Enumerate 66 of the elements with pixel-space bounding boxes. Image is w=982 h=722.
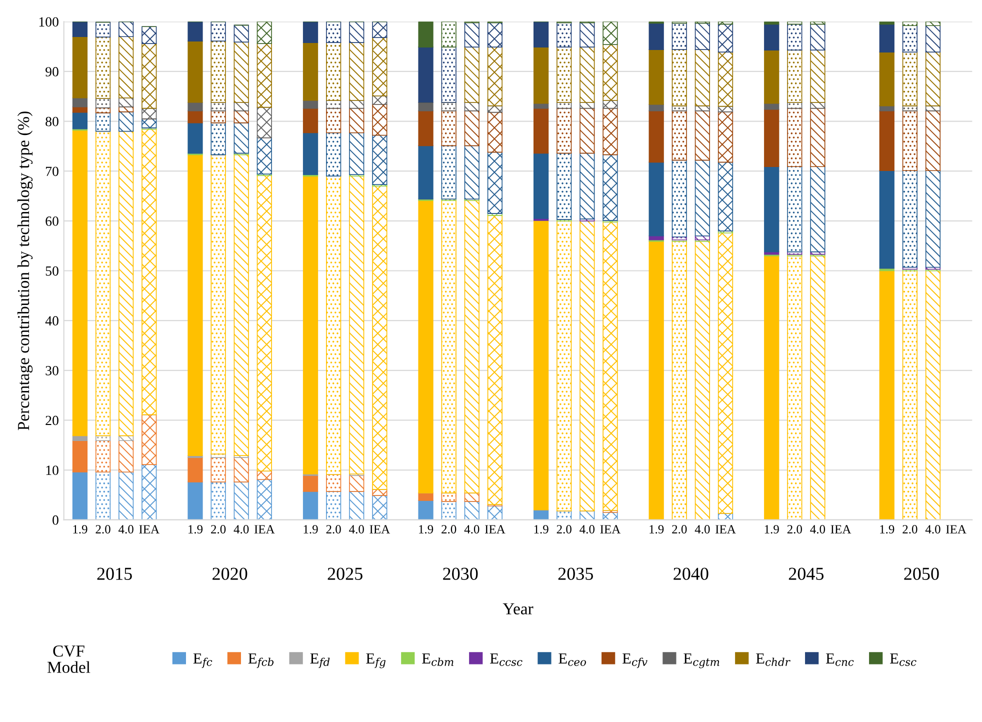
x-tick-label: IEA xyxy=(600,525,621,534)
y-tick-label: 20 xyxy=(46,416,58,426)
text: 2050 xyxy=(904,568,939,580)
y-tick-label: 0 xyxy=(52,515,58,525)
x-tick-label: 2.0 xyxy=(442,525,456,534)
y-tick-label: 50 xyxy=(46,266,58,276)
legend-label: E$_{chdr}$ xyxy=(756,653,790,666)
legend-label: E$_{fc}$ xyxy=(193,653,212,668)
x-tick-label: IEA xyxy=(716,525,736,534)
x-tick-label: 4.0 xyxy=(234,525,249,534)
x-tick-label: 2.0 xyxy=(556,525,572,534)
text: 2030 xyxy=(443,568,478,580)
x-tick-label: IEA xyxy=(139,525,160,534)
legend-label: E$_{ceo}$ xyxy=(558,653,586,666)
x-tick-label: 2.0 xyxy=(672,525,687,534)
legend-label: E$_{cnc}$ xyxy=(826,653,854,666)
y-tick-label: 40 xyxy=(45,316,58,326)
legend-title: CVF Model xyxy=(47,645,90,673)
x-tick-label: 4.0 xyxy=(925,525,940,534)
y-tick-label: 90 xyxy=(46,67,58,76)
y-tick-label: 70 xyxy=(46,166,58,176)
legend-label: E$_{fg}$ xyxy=(366,653,386,668)
y-tick-label: 60 xyxy=(46,216,58,226)
x-tick-label: 1.9 xyxy=(304,525,318,534)
x-tick-label: 1.9 xyxy=(419,525,434,534)
text: 2015 xyxy=(97,568,132,580)
x-tick-label: IEA xyxy=(254,525,275,534)
x-tick-label: 1.9 xyxy=(880,525,894,534)
text: 2020 xyxy=(212,568,248,580)
x-tick-label: IEA xyxy=(830,525,852,534)
legend-label: E$_{cfv}$ xyxy=(622,653,648,668)
x-axis-title: Year xyxy=(502,603,534,614)
x-tick-label: 2.0 xyxy=(211,525,226,534)
x-tick-label: 2.0 xyxy=(902,525,918,534)
text: 2045 xyxy=(788,568,824,580)
text: 2025 xyxy=(328,568,362,580)
x-tick-label: 1.9 xyxy=(188,525,203,534)
legend-label: E$_{cbm}$ xyxy=(422,653,454,666)
x-tick-label: 4.0 xyxy=(349,525,364,534)
text: 2040 xyxy=(674,568,708,580)
x-tick-label: 1.9 xyxy=(650,525,664,534)
x-tick-label: 4.0 xyxy=(118,525,134,534)
x-tick-label: 4.0 xyxy=(580,525,595,534)
x-tick-label: IEA xyxy=(946,525,966,534)
y-tick-label: 30 xyxy=(46,366,58,376)
y-tick-label: 100 xyxy=(39,17,58,27)
legend-label: E$_{ccsc}$ xyxy=(490,653,522,666)
y-tick-label: 10 xyxy=(46,466,58,475)
x-tick-label: IEA xyxy=(370,525,390,534)
text: 2035 xyxy=(558,568,593,580)
x-tick-label: 1.9 xyxy=(73,525,88,534)
x-tick-label: 2.0 xyxy=(326,525,341,534)
y-axis-title: Percentage contribution by technology type (%) xyxy=(17,112,33,430)
x-tick-label: IEA xyxy=(484,525,506,534)
legend-label: E$_{cgtm}$ xyxy=(684,653,720,668)
x-tick-label: 4.0 xyxy=(464,525,480,534)
x-tick-label: 1.9 xyxy=(534,525,548,534)
legend-label: E$_{fd}$ xyxy=(310,653,330,668)
x-tick-label: 2.0 xyxy=(96,525,110,534)
x-tick-label: 4.0 xyxy=(810,525,826,534)
x-tick-label: 4.0 xyxy=(694,525,710,534)
legend-label: E$_{fcb}$ xyxy=(248,653,274,668)
legend-label: E$_{csc}$ xyxy=(890,653,916,666)
y-tick-label: 80 xyxy=(46,116,58,126)
x-tick-label: 2.0 xyxy=(787,525,802,534)
x-tick-label: 1.9 xyxy=(764,525,779,534)
